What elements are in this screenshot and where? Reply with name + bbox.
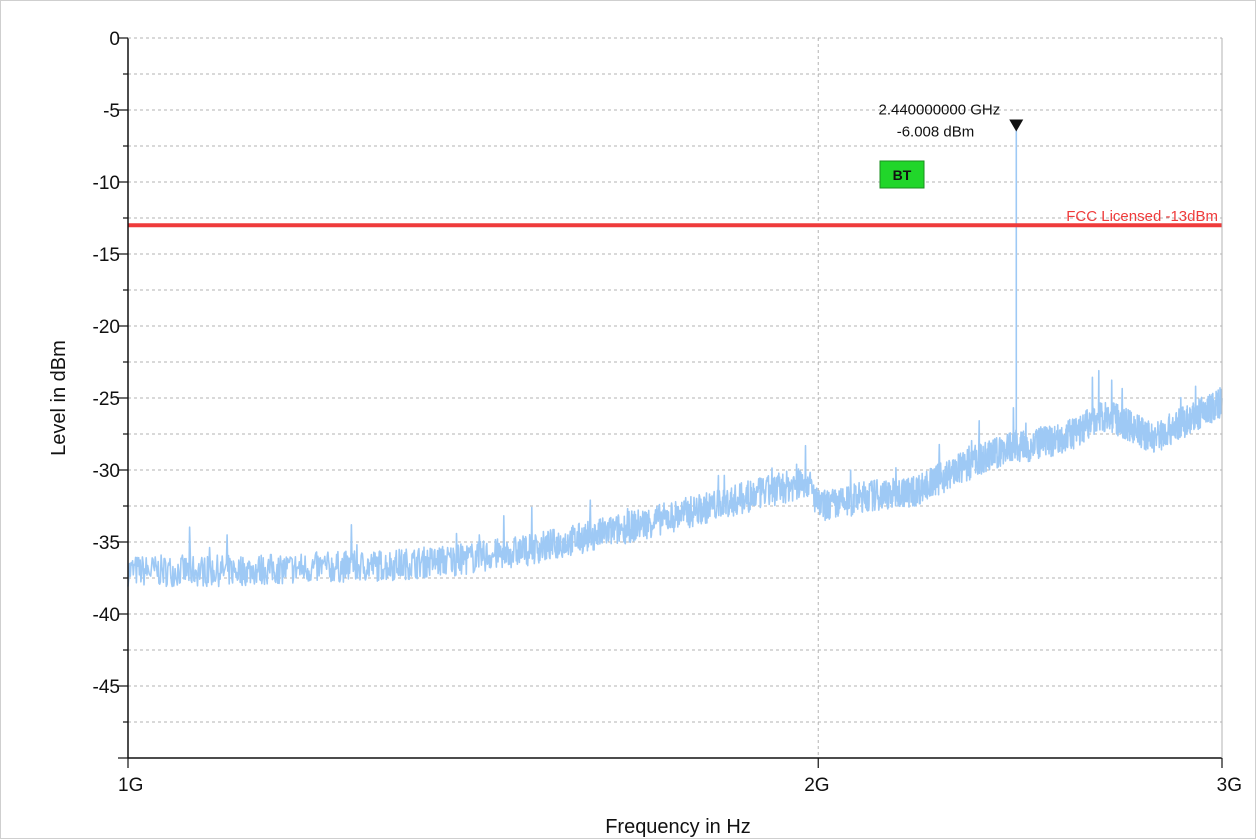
y-tick-label: 0 xyxy=(109,29,120,50)
y-tick-label: -40 xyxy=(93,605,120,626)
y-tick-label: -30 xyxy=(93,461,120,482)
x-tick-label: 3G xyxy=(1217,775,1242,796)
y-tick-label: -45 xyxy=(93,677,120,698)
spectrum-trace xyxy=(127,123,1223,588)
y-tick-label: -25 xyxy=(93,389,120,410)
bt-badge-label: BT xyxy=(893,167,912,183)
bt-badge xyxy=(879,160,925,189)
annotations: 2.440000000 GHz -6.008 dBm BT xyxy=(878,102,1024,189)
y-tick-label: -5 xyxy=(103,101,120,122)
y-tick-label: -20 xyxy=(93,317,120,338)
y-axis-title: Level in dBm xyxy=(48,340,70,456)
marker-frequency: 2.440000000 GHz xyxy=(878,102,1000,119)
marker-triangle-icon xyxy=(1009,119,1024,132)
grid xyxy=(128,37,1223,758)
limit-layer: FCC Licensed -13dBm xyxy=(128,208,1222,228)
y-tick-label: -10 xyxy=(93,173,120,194)
fcc-limit-label: FCC Licensed -13dBm xyxy=(1066,208,1218,225)
x-tick-label: 2G xyxy=(804,775,829,796)
trace-layer xyxy=(127,123,1223,588)
marker-level: -6.008 dBm xyxy=(897,124,975,141)
x-axis-title: Frequency in Hz xyxy=(605,816,751,838)
y-tick-label: -15 xyxy=(93,245,120,266)
axes: 0 -5 -10 -15 -20 -25 -30 -35 -40 -45 1G 2G 3G xyxy=(93,29,1242,796)
x-tick-label: 1G xyxy=(118,775,143,796)
y-tick-label: -35 xyxy=(93,533,120,554)
